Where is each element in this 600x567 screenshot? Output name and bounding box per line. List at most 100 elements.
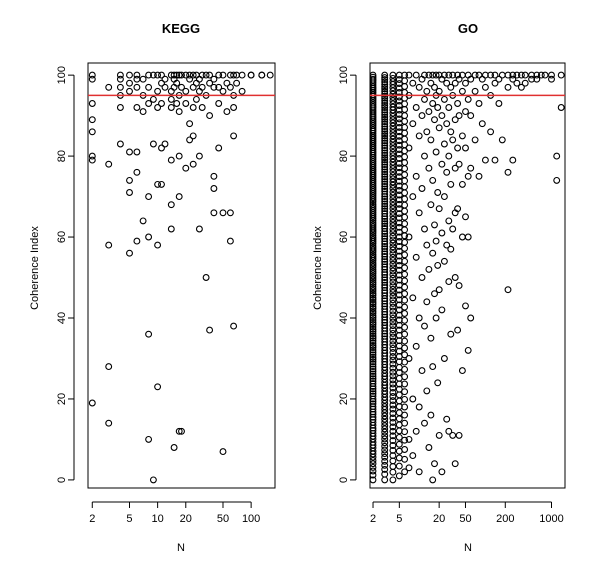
data-point [189, 132, 197, 140]
data-point [401, 277, 409, 285]
data-point [381, 178, 389, 186]
data-point [415, 403, 423, 411]
data-point [389, 219, 397, 226]
data-point [206, 112, 214, 120]
data-point [381, 144, 389, 152]
data-point [149, 95, 157, 103]
data-point [405, 71, 413, 79]
go-panel: GO Coherence Index N 2 5 20 50 200 1000 0 20 40 6… [312, 21, 566, 554]
kegg-marks: 2 5 10 20 50 100 0 20 40 60 80 100 [56, 62, 276, 525]
data-point [471, 136, 479, 144]
data-point [182, 71, 190, 79]
data-point [401, 147, 409, 155]
data-point [369, 471, 377, 479]
data-point [389, 307, 397, 315]
data-point [369, 298, 377, 306]
data-point [415, 209, 423, 217]
data-point [210, 75, 218, 83]
data-point [541, 71, 549, 79]
data-point [238, 71, 246, 79]
data-point [381, 125, 389, 133]
data-point [440, 140, 448, 148]
data-point [381, 187, 389, 195]
data-point [381, 81, 389, 88]
data-point [381, 215, 389, 223]
data-point [210, 172, 218, 180]
data-point [198, 104, 206, 111]
data-point [381, 240, 389, 248]
data-point [215, 144, 223, 152]
data-point [126, 79, 133, 87]
data-point [427, 136, 435, 144]
data-point [126, 189, 133, 196]
data-point [395, 462, 403, 470]
data-point [88, 152, 96, 160]
data-point [458, 233, 466, 241]
x-tick-label: 100 [242, 513, 260, 525]
data-point [189, 71, 197, 79]
data-point [429, 363, 437, 371]
data-point [491, 71, 499, 79]
data-point [161, 83, 169, 91]
y-tick-label: 20 [338, 393, 350, 405]
data-point [381, 403, 389, 411]
data-point [133, 75, 141, 83]
data-point [369, 242, 377, 250]
data-point [395, 306, 403, 314]
data-point [369, 204, 377, 212]
data-point [432, 71, 440, 79]
data-point [517, 71, 525, 79]
data-point [369, 274, 377, 282]
data-point [521, 71, 529, 79]
data-point [405, 435, 413, 443]
data-point [389, 239, 397, 247]
data-point [88, 156, 96, 164]
data-point [369, 294, 377, 302]
data-point [230, 71, 238, 79]
data-point [381, 175, 389, 183]
data-point [421, 225, 428, 233]
data-point [88, 116, 96, 124]
data-point [462, 302, 469, 310]
data-point [401, 220, 409, 228]
go-marks: 2 5 20 50 200 1000 0 20 40 60 80 100 [338, 62, 566, 525]
data-point [395, 326, 403, 334]
data-point [405, 233, 413, 241]
data-point [381, 292, 389, 300]
data-point [467, 112, 475, 120]
data-point [425, 108, 433, 116]
data-point [464, 95, 472, 103]
data-point [389, 289, 397, 296]
data-point [401, 100, 409, 108]
data-point [389, 418, 397, 426]
data-point [389, 222, 397, 230]
data-point [389, 326, 397, 334]
plot-frame [87, 62, 276, 489]
data-point [189, 160, 197, 168]
data-point [389, 168, 397, 176]
data-point [454, 144, 462, 152]
data-point [395, 440, 403, 448]
data-point [440, 193, 448, 201]
y-tick-label: 0 [56, 477, 68, 483]
data-point [487, 71, 495, 79]
data-point [369, 234, 377, 241]
data-point [192, 79, 200, 87]
y-tick-label: 40 [338, 312, 350, 324]
data-point [381, 156, 389, 164]
data-point [192, 95, 200, 103]
data-point [210, 185, 218, 192]
data-point [495, 75, 503, 83]
data-point [381, 130, 389, 138]
data-point [451, 460, 459, 468]
data-point [389, 356, 397, 364]
data-point [381, 195, 389, 203]
data-point [369, 255, 377, 262]
data-point [401, 283, 409, 291]
data-point [369, 334, 377, 342]
data-point [467, 164, 475, 172]
data-point [427, 411, 435, 419]
data-point [389, 311, 397, 319]
data-point [381, 92, 389, 100]
data-point [478, 120, 486, 128]
